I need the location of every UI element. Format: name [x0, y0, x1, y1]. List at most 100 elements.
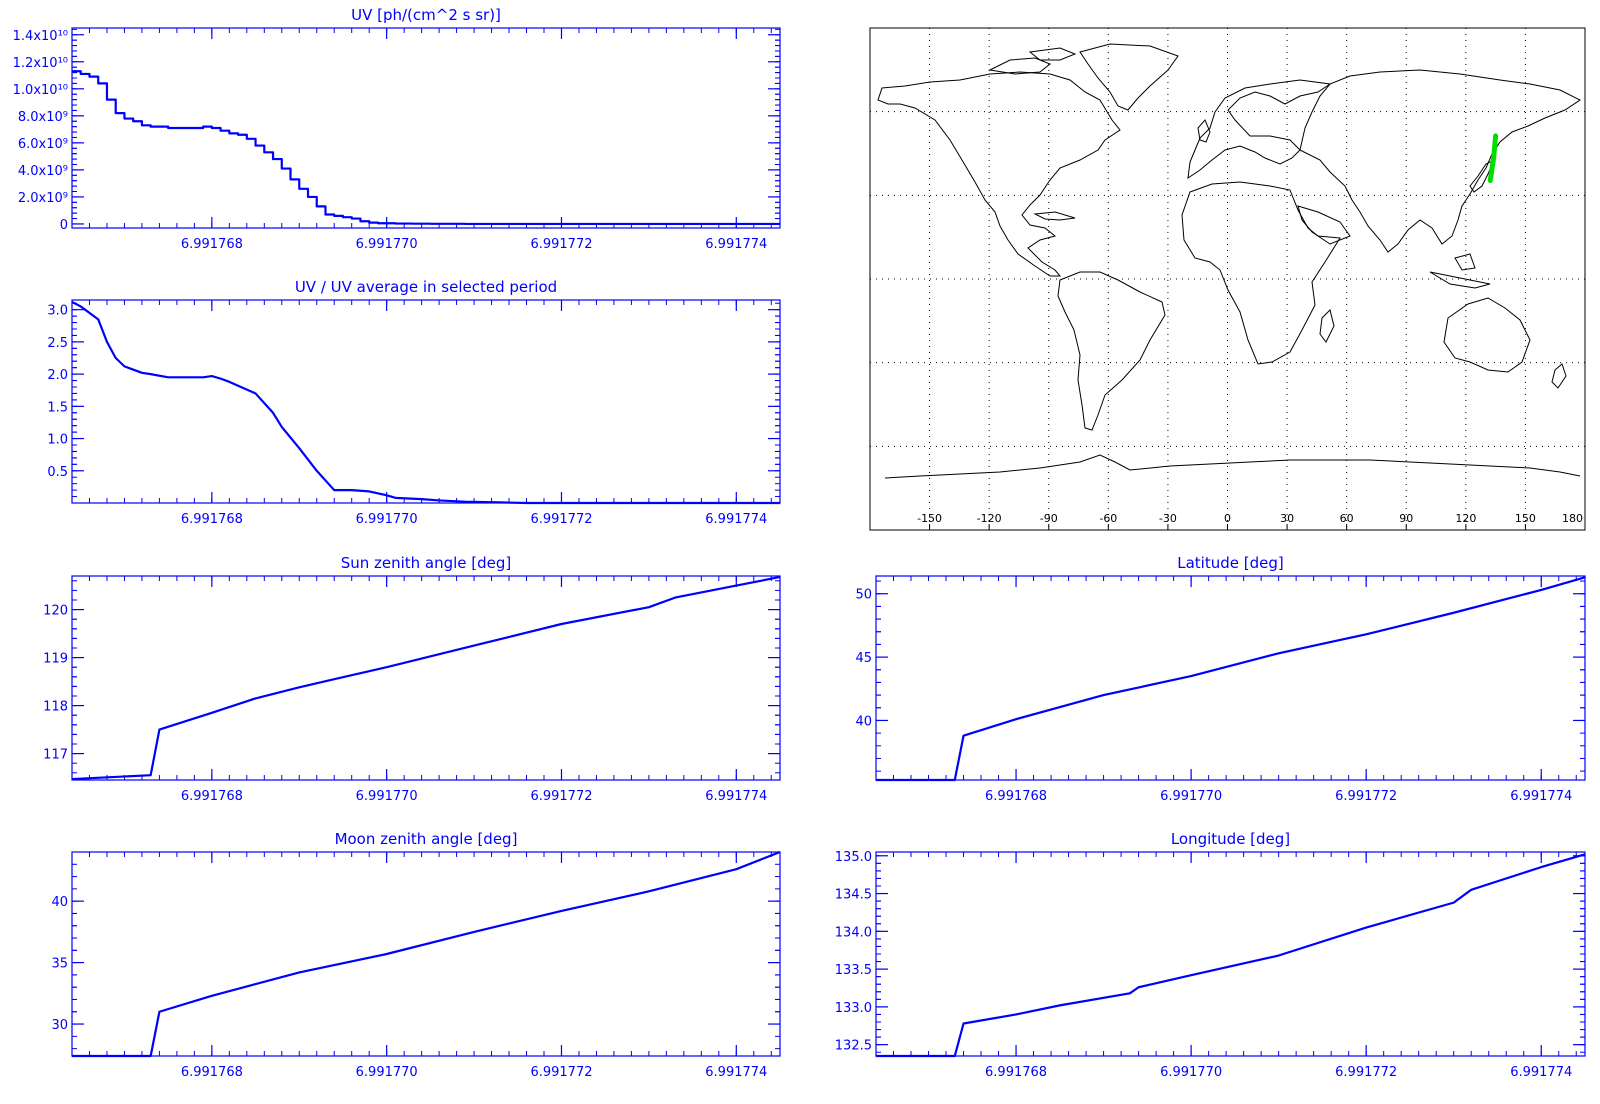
- x-tick-label: 6.991768: [181, 237, 243, 252]
- x-tick-label: 6.991768: [181, 789, 243, 804]
- y-tick-label: 134.5: [835, 888, 872, 903]
- x-tick-label: 6.991768: [181, 512, 243, 527]
- x-tick-label: 6.991774: [705, 789, 767, 804]
- map-x-tick-label: 180: [1562, 512, 1583, 525]
- coast-south-america: [1057, 271, 1166, 431]
- world-map-panel: -150 -120 -90 -60 -30 0 30 60 90 120 150 180: [869, 27, 1586, 531]
- y-tick-label: 8.0x10⁹: [18, 110, 68, 125]
- plot-frame: [71, 575, 781, 781]
- y-tick-label: 117: [43, 748, 68, 763]
- y-tick-label: 40: [51, 895, 68, 910]
- coast-europe: [1187, 79, 1332, 180]
- coast-north-america: [877, 71, 1121, 277]
- map-x-tick-label: -90: [1040, 512, 1058, 525]
- latitude-panel: Latitude [deg] 6.991768 6.991770 6.991772 6.…: [855, 554, 1586, 804]
- x-tick-label: 6.991772: [530, 512, 592, 527]
- coast-asia: [1299, 69, 1581, 253]
- map-x-tick-label: -120: [977, 512, 1002, 525]
- y-tick-label: 1.4x10¹⁰: [13, 29, 68, 44]
- map-longitude-ticks: -150 -120 -90 -60 -30 0 30 60 90 120 150 180: [917, 512, 1586, 530]
- y-tick-label: 132.5: [835, 1039, 872, 1054]
- chart-title: Longitude [deg]: [1171, 830, 1290, 848]
- x-tick-label: 6.991772: [1335, 1065, 1397, 1080]
- y-tick-label: 2.0: [47, 368, 68, 383]
- series-line: [876, 576, 1586, 782]
- series-line: [72, 70, 780, 226]
- y-tick-label: 133.5: [835, 963, 872, 978]
- x-tick-label: 6.991772: [530, 237, 592, 252]
- chart-title: Moon zenith angle [deg]: [335, 830, 518, 848]
- coast-madagascar: [1319, 309, 1335, 343]
- plot-frame: [71, 299, 781, 504]
- coast-australia: [1443, 297, 1531, 373]
- y-tick-label: 0: [60, 218, 68, 233]
- coast-japan: [1469, 158, 1495, 193]
- plot-frame: [71, 851, 781, 1057]
- x-tick-label: 6.991770: [1160, 789, 1222, 804]
- y-tick-label: 3.0: [47, 304, 68, 319]
- y-tick-label: 134.0: [835, 925, 872, 940]
- coast-africa: [1181, 181, 1341, 365]
- y-tick-label: 2.0x10⁹: [18, 191, 68, 206]
- series-line: [72, 850, 781, 1058]
- y-tick-label: 0.5: [47, 465, 68, 480]
- coast-indonesia: [1429, 253, 1491, 289]
- plot-frame: [71, 27, 781, 229]
- map-x-tick-label: 150: [1515, 512, 1536, 525]
- y-tick-label: 119: [43, 652, 68, 667]
- y-tick-label: 40: [855, 714, 872, 729]
- moon-zenith-panel: Moon zenith angle [deg] 6.991768 6.991770 6…: [51, 830, 781, 1080]
- map-x-tick-label: 0: [1224, 512, 1231, 525]
- x-tick-label: 6.991770: [356, 789, 418, 804]
- y-tick-label: 35: [51, 957, 68, 972]
- x-tick-label: 6.991768: [985, 789, 1047, 804]
- x-tick-label: 6.991770: [356, 237, 418, 252]
- satellite-track: [1487, 133, 1499, 184]
- map-x-tick-label: -150: [917, 512, 942, 525]
- map-x-tick-label: 120: [1455, 512, 1476, 525]
- y-tick-label: 2.5: [47, 336, 68, 351]
- map-x-tick-label: -60: [1099, 512, 1117, 525]
- x-tick-label: 6.991772: [530, 1065, 592, 1080]
- coastlines: [877, 43, 1581, 479]
- y-tick-label: 120: [43, 604, 68, 619]
- uv-panel: UV [ph/(cm^2 s sr)] 6.991768 6.991770 6.991…: [13, 6, 781, 252]
- map-x-tick-label: 60: [1340, 512, 1354, 525]
- chart-title: Sun zenith angle [deg]: [341, 554, 512, 572]
- coast-caribbean: [1033, 211, 1076, 221]
- coast-arabia: [1297, 205, 1351, 245]
- series-line: [876, 853, 1586, 1058]
- satellite-track-line: [1487, 133, 1499, 184]
- y-tick-label: 1.5: [47, 400, 68, 415]
- chart-title: UV / UV average in selected period: [295, 278, 557, 296]
- x-tick-label: 6.991774: [705, 1065, 767, 1080]
- y-tick-label: 6.0x10⁹: [18, 137, 68, 152]
- y-tick-label: 50: [855, 588, 872, 603]
- sun-zenith-panel: Sun zenith angle [deg] 6.991768 6.991770 6.…: [43, 554, 781, 804]
- coast-new-zealand: [1551, 363, 1567, 389]
- y-tick-label: 45: [855, 651, 872, 666]
- series-line: [71, 300, 780, 505]
- map-grid: [870, 28, 1585, 530]
- coast-british-isles: [1197, 119, 1211, 143]
- x-tick-label: 6.991768: [181, 1065, 243, 1080]
- chart-title: UV [ph/(cm^2 s sr)]: [351, 6, 501, 24]
- y-tick-label: 118: [43, 700, 68, 715]
- map-x-tick-label: -30: [1159, 512, 1177, 525]
- chart-title: Latitude [deg]: [1177, 554, 1283, 572]
- coast-greenland: [1079, 43, 1179, 111]
- x-tick-label: 6.991774: [1510, 789, 1572, 804]
- series-line: [71, 575, 781, 781]
- plot-frame: [875, 575, 1586, 781]
- uv-ratio-panel: UV / UV average in selected period 6.9917…: [47, 278, 781, 527]
- y-tick-label: 135.0: [835, 850, 872, 865]
- x-tick-label: 6.991770: [356, 1065, 418, 1080]
- x-tick-label: 6.991770: [1160, 1065, 1222, 1080]
- coast-arctic-islands: [988, 47, 1077, 75]
- coast-antarctica: [884, 454, 1581, 479]
- y-tick-label: 1.0: [47, 433, 68, 448]
- y-tick-label: 1.0x10¹⁰: [13, 83, 68, 98]
- x-tick-label: 6.991772: [1335, 789, 1397, 804]
- y-tick-label: 133.0: [835, 1001, 872, 1016]
